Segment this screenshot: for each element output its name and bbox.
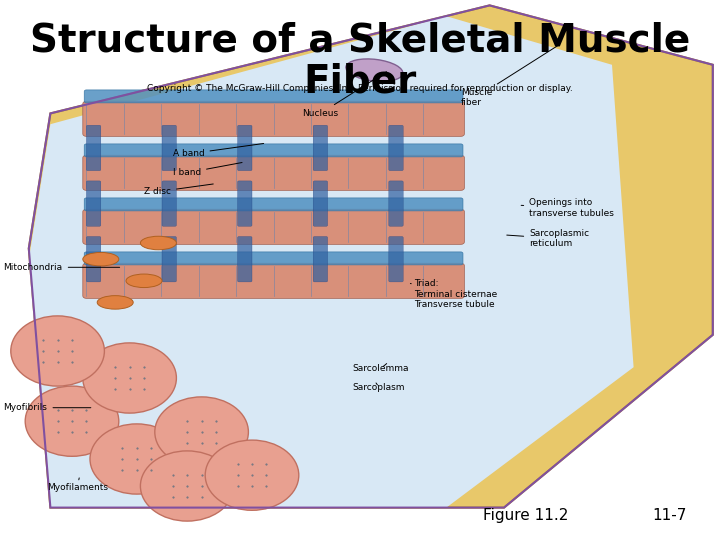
FancyBboxPatch shape bbox=[313, 181, 328, 226]
FancyBboxPatch shape bbox=[86, 125, 101, 171]
Text: 11-7: 11-7 bbox=[652, 508, 687, 523]
Circle shape bbox=[25, 386, 119, 456]
Text: Muscle
fiber: Muscle fiber bbox=[461, 45, 559, 107]
FancyBboxPatch shape bbox=[83, 102, 464, 136]
FancyBboxPatch shape bbox=[84, 198, 463, 211]
FancyBboxPatch shape bbox=[84, 144, 463, 157]
Text: Sarcoplasm: Sarcoplasm bbox=[353, 383, 405, 391]
Ellipse shape bbox=[140, 237, 176, 249]
Text: Figure 11.2: Figure 11.2 bbox=[483, 508, 568, 523]
Ellipse shape bbox=[83, 252, 119, 266]
Circle shape bbox=[155, 397, 248, 467]
Text: I band: I band bbox=[173, 163, 242, 177]
FancyBboxPatch shape bbox=[389, 125, 403, 171]
Circle shape bbox=[11, 316, 104, 386]
FancyBboxPatch shape bbox=[313, 237, 328, 282]
FancyBboxPatch shape bbox=[238, 181, 252, 226]
Text: Mitochondria: Mitochondria bbox=[4, 263, 120, 272]
Text: Myofibrils: Myofibrils bbox=[4, 403, 91, 412]
Ellipse shape bbox=[126, 274, 162, 287]
FancyBboxPatch shape bbox=[162, 181, 176, 226]
FancyBboxPatch shape bbox=[389, 237, 403, 282]
FancyBboxPatch shape bbox=[162, 125, 176, 171]
FancyBboxPatch shape bbox=[86, 237, 101, 282]
Circle shape bbox=[83, 343, 176, 413]
Text: Triad:
Terminal cisternae
Transverse tubule: Triad: Terminal cisternae Transverse tub… bbox=[410, 279, 498, 309]
FancyBboxPatch shape bbox=[84, 252, 463, 265]
FancyBboxPatch shape bbox=[238, 125, 252, 171]
Text: Openings into
transverse tubules: Openings into transverse tubules bbox=[521, 198, 614, 218]
Ellipse shape bbox=[97, 296, 133, 309]
Text: Sarcolemma: Sarcolemma bbox=[353, 363, 409, 373]
FancyBboxPatch shape bbox=[83, 263, 464, 298]
Ellipse shape bbox=[346, 59, 403, 82]
Circle shape bbox=[140, 451, 234, 521]
Text: Myofilaments: Myofilaments bbox=[47, 478, 108, 491]
Text: Z disc: Z disc bbox=[144, 184, 213, 196]
Text: Structure of a Skeletal Muscle: Structure of a Skeletal Muscle bbox=[30, 22, 690, 59]
FancyBboxPatch shape bbox=[84, 90, 463, 103]
FancyBboxPatch shape bbox=[389, 181, 403, 226]
Circle shape bbox=[90, 424, 184, 494]
Circle shape bbox=[205, 440, 299, 510]
Text: Sarcoplasmic
reticulum: Sarcoplasmic reticulum bbox=[507, 229, 590, 248]
FancyBboxPatch shape bbox=[162, 237, 176, 282]
FancyBboxPatch shape bbox=[238, 237, 252, 282]
FancyBboxPatch shape bbox=[313, 125, 328, 171]
FancyBboxPatch shape bbox=[83, 155, 464, 190]
FancyBboxPatch shape bbox=[86, 181, 101, 226]
Text: Nucleus: Nucleus bbox=[302, 72, 387, 118]
Polygon shape bbox=[29, 5, 713, 508]
FancyBboxPatch shape bbox=[83, 209, 464, 244]
Text: A band: A band bbox=[173, 144, 264, 158]
Text: Copyright © The McGraw-Hill Companies, Inc. Permission required for reproduction: Copyright © The McGraw-Hill Companies, I… bbox=[147, 84, 573, 93]
Text: Fiber: Fiber bbox=[303, 62, 417, 100]
Polygon shape bbox=[29, 16, 634, 508]
